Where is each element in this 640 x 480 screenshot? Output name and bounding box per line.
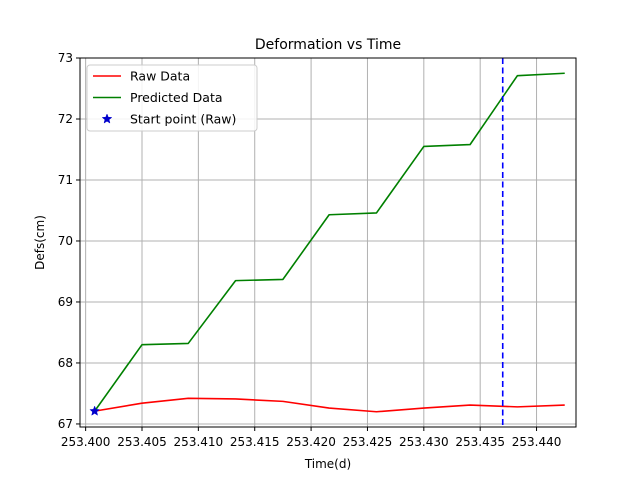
y-tick-label: 67: [58, 417, 73, 431]
series-lines: [93, 58, 565, 427]
legend-label: Start point (Raw): [130, 112, 236, 127]
y-tick-label: 68: [58, 356, 73, 370]
x-tick-label: 253.400: [61, 435, 111, 449]
start-point-marker: [89, 405, 101, 416]
y-tick-label: 70: [58, 234, 73, 248]
axis-ticks: 253.400 253.405 253.410 253.415 253.420 253.4…: [58, 51, 562, 449]
x-axis-label: Time(d): [304, 457, 351, 471]
y-tick-label: 73: [58, 51, 73, 65]
x-tick-label: 253.425: [343, 435, 393, 449]
x-tick-label: 253.410: [174, 435, 224, 449]
y-tick-label: 72: [58, 112, 73, 126]
series-line-raw-data: [94, 397, 565, 413]
y-tick-label: 69: [58, 295, 73, 309]
plot-frame: [79, 57, 577, 428]
x-tick-label: 253.420: [286, 435, 336, 449]
legend-swatch: [101, 113, 113, 124]
legend: Raw Data Predicted Data Start point (Raw): [86, 64, 258, 132]
grid-lines: [80, 57, 576, 427]
series-line-predicted-data: [93, 72, 565, 412]
x-tick-label: 253.440: [512, 435, 562, 449]
legend-box: [86, 64, 258, 132]
y-axis-label: Defs(cm): [33, 215, 47, 270]
legend-label: Predicted Data: [130, 90, 223, 105]
x-tick-label: 253.415: [230, 435, 280, 449]
legend-label: Raw Data: [130, 69, 190, 84]
markers: [89, 405, 101, 416]
chart-title: Deformation vs Time: [255, 37, 401, 53]
x-tick-label: 253.435: [455, 435, 505, 449]
y-tick-label: 71: [58, 173, 73, 187]
x-tick-label: 253.405: [117, 435, 167, 449]
x-tick-label: 253.430: [399, 435, 449, 449]
